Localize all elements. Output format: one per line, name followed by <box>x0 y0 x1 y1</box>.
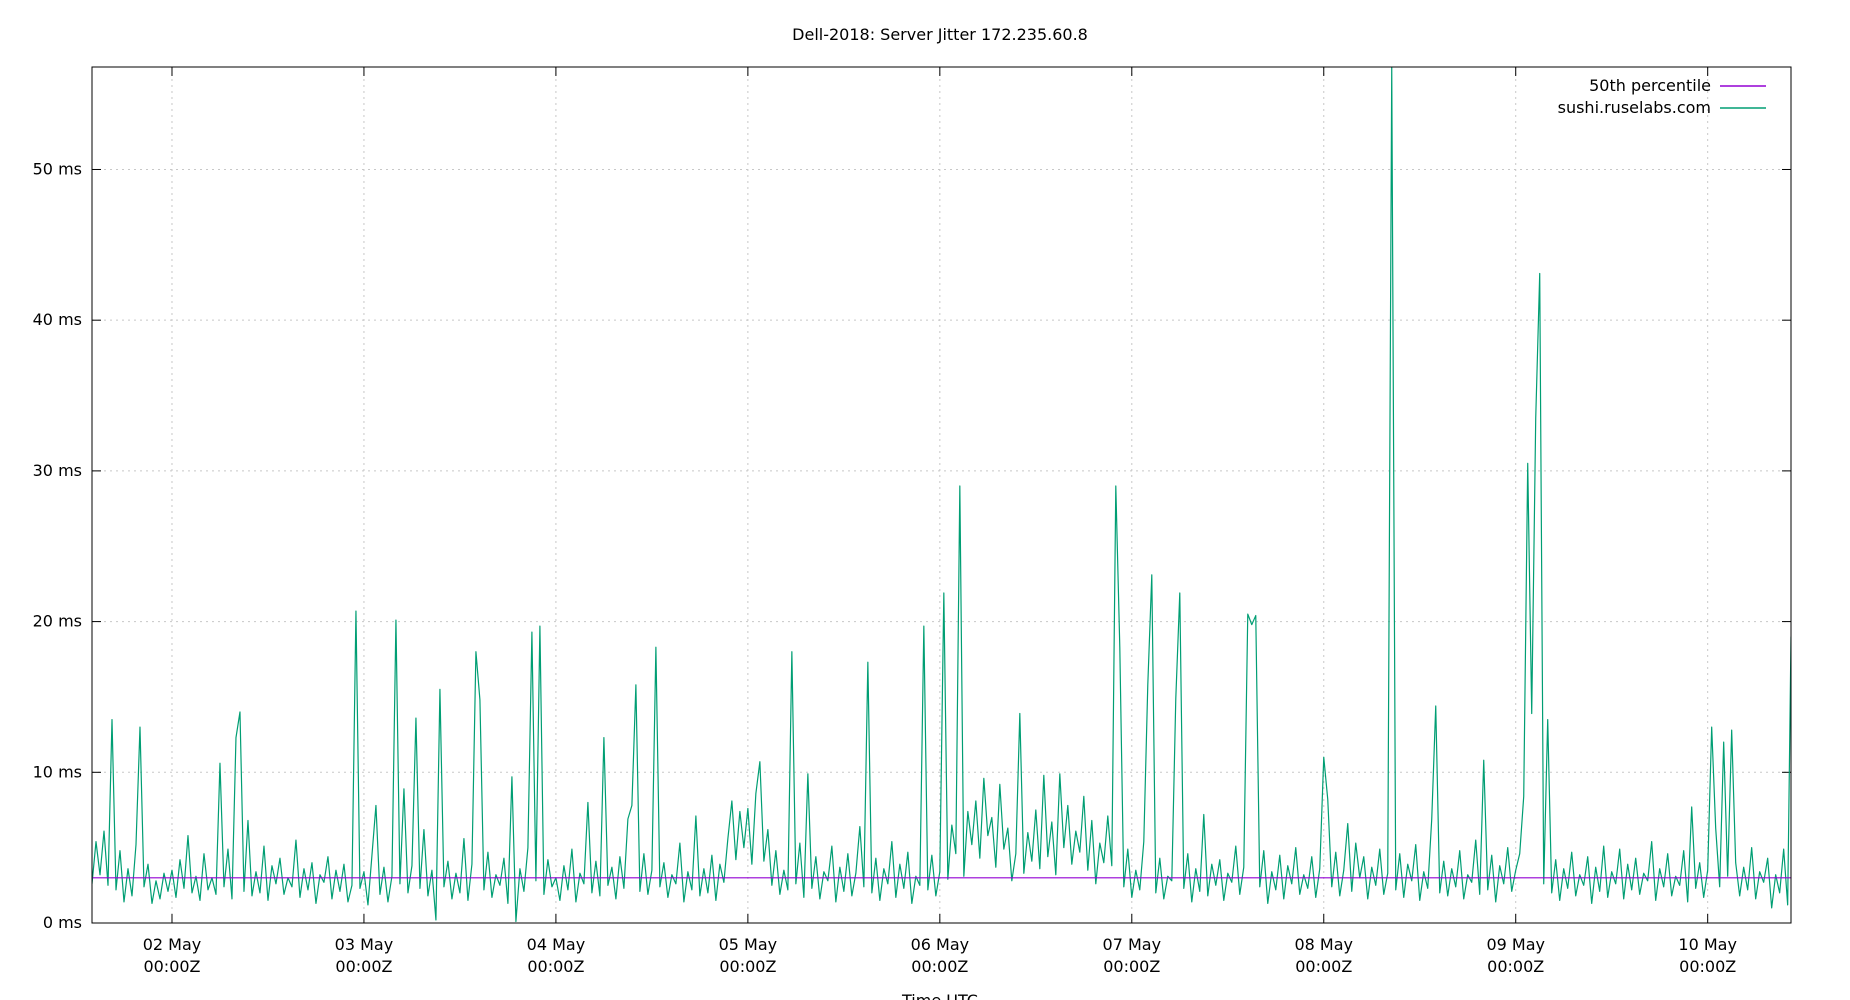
x-tick-label-time: 00:00Z <box>719 957 776 976</box>
x-axis: 02 May 00:00Z 03 May 00:00Z 04 May 00:00Z 05 M… <box>143 67 1737 976</box>
y-axis: 0 ms 10 ms 20 ms 30 ms 40 ms 50 ms <box>33 159 1791 932</box>
x-tick-label-date: 09 May <box>1486 935 1545 954</box>
x-tick-label-time: 00:00Z <box>1295 957 1352 976</box>
x-tick-label-date: 05 May <box>719 935 778 954</box>
chart-title: Dell-2018: Server Jitter 172.235.60.8 <box>792 25 1088 44</box>
grid <box>92 67 1791 923</box>
x-tick-label-date: 07 May <box>1103 935 1162 954</box>
x-tick-label-time: 00:00Z <box>1679 957 1736 976</box>
x-tick-label-date: 03 May <box>335 935 394 954</box>
plot-border <box>91 66 1792 924</box>
x-tick-label-time: 00:00Z <box>1103 957 1160 976</box>
x-tick-label-time: 00:00Z <box>143 957 200 976</box>
y-tick-label: 40 ms <box>33 310 82 329</box>
y-tick-label: 0 ms <box>43 913 82 932</box>
x-tick-label-date: 10 May <box>1678 935 1737 954</box>
x-axis-label: Time UTC <box>901 991 978 1000</box>
x-tick-label-date: 06 May <box>911 935 970 954</box>
x-tick-label-date: 08 May <box>1294 935 1353 954</box>
y-tick-label: 20 ms <box>33 612 82 631</box>
x-tick-label-time: 00:00Z <box>911 957 968 976</box>
y-tick-label: 50 ms <box>33 159 82 178</box>
x-tick-label-date: 02 May <box>143 935 202 954</box>
legend-label-1: sushi.ruselabs.com <box>1558 98 1711 117</box>
x-tick-label-time: 00:00Z <box>1487 957 1544 976</box>
legend-label-0: 50th percentile <box>1589 76 1711 95</box>
x-tick-label-date: 04 May <box>527 935 586 954</box>
y-tick-label: 10 ms <box>33 762 82 781</box>
y-tick-label: 30 ms <box>33 461 82 480</box>
x-tick-label-time: 00:00Z <box>335 957 392 976</box>
series-group <box>92 67 1791 923</box>
series-line-1 <box>92 67 1791 923</box>
x-tick-label-time: 00:00Z <box>527 957 584 976</box>
legend: 50th percentile sushi.ruselabs.com <box>1558 76 1766 117</box>
